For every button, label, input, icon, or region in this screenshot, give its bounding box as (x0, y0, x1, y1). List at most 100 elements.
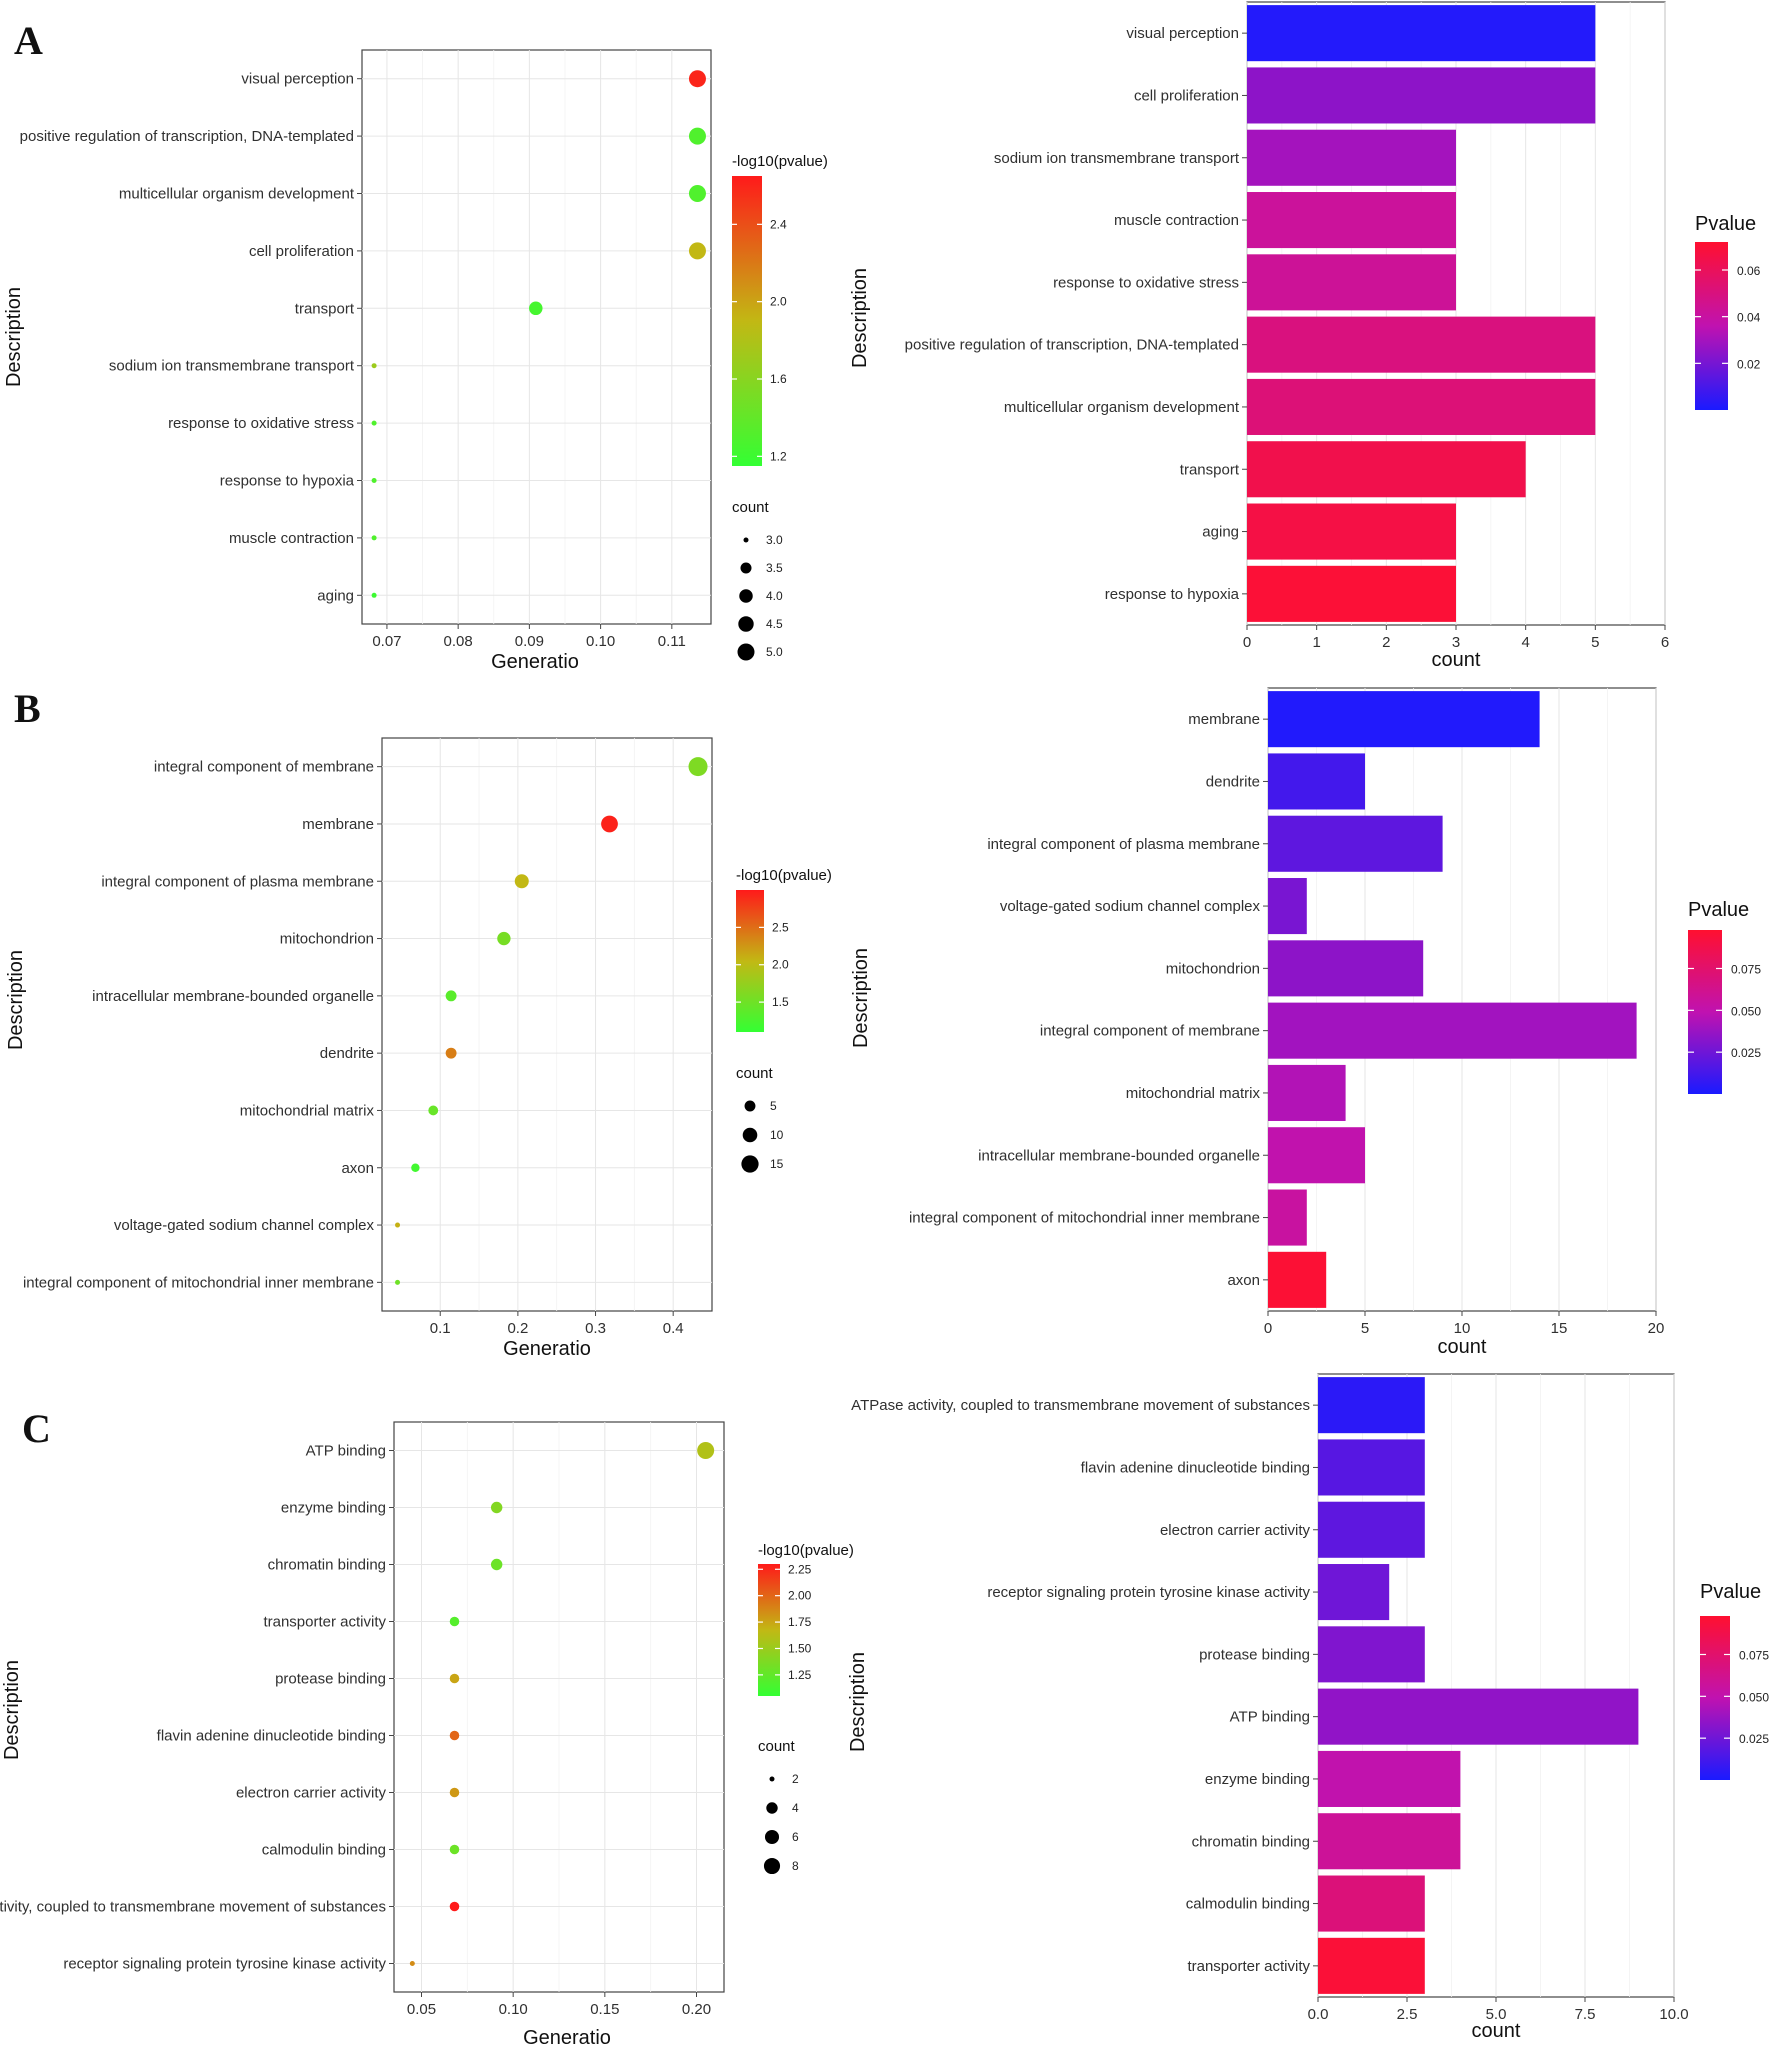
bar-chart-c: 0.0 2.5 5.0 7.5 10.0 ATPase activity, coupled… (847, 1373, 1769, 2042)
data-point (449, 1730, 460, 1741)
color-bar (1695, 242, 1728, 410)
color-legend-title: -log10(pvalue) (758, 1542, 854, 1559)
category-label: muscle contraction (229, 530, 354, 547)
color-tick-label: 2.00 (788, 1589, 812, 1603)
bar (1318, 1501, 1425, 1558)
size-legend-title: count (732, 499, 770, 516)
data-point (688, 757, 708, 777)
color-tick-label: 0.025 (1739, 1732, 1769, 1746)
category-label: positive regulation of transcription, DN… (905, 337, 1239, 354)
category-label: membrane (302, 816, 374, 833)
data-point (409, 1961, 415, 1966)
bar (1268, 1002, 1637, 1059)
x-tick-label: 0.08 (444, 633, 473, 650)
category-label: chromatin binding (1192, 1833, 1310, 1850)
bar (1318, 1439, 1425, 1496)
category-label: axon (341, 1160, 374, 1177)
size-key-dot (763, 1857, 781, 1875)
bar (1268, 1251, 1327, 1308)
category-label: integral component of mitochondrial inne… (909, 1210, 1260, 1227)
color-tick-label: 0.050 (1739, 1690, 1769, 1704)
data-point (449, 1787, 460, 1798)
bar (1318, 1688, 1639, 1745)
bar (1268, 1127, 1365, 1184)
x-tick-label: 0.0 (1308, 2006, 1329, 2023)
category-label: enzyme binding (281, 1500, 386, 1517)
data-point (697, 1442, 715, 1459)
category-label: ATP binding (306, 1443, 386, 1460)
category-label: integral component of membrane (1040, 1023, 1260, 1040)
x-tick-label: 0 (1243, 634, 1251, 651)
size-key-label: 10 (770, 1128, 784, 1142)
category-label: voltage-gated sodium channel complex (114, 1217, 375, 1234)
data-point (449, 1844, 460, 1855)
size-key-label: 4 (792, 1801, 799, 1815)
y-axis-title: Description (1, 1660, 23, 1760)
bar (1268, 691, 1540, 748)
x-tick-label: 0.2 (507, 1320, 528, 1337)
color-tick-label: 2.0 (770, 295, 787, 309)
size-key-label: 4.0 (766, 589, 783, 603)
x-axis-title: Generatio (503, 1338, 591, 1360)
category-label: sodium ion transmembrane transport (994, 150, 1240, 167)
category-label: electron carrier activity (1160, 1522, 1311, 1539)
category-label: protease binding (1199, 1646, 1310, 1663)
x-tick-label: 0.09 (515, 633, 544, 650)
color-tick-label: 1.75 (788, 1615, 812, 1629)
category-label: receptor signaling protein tyrosine kina… (63, 1956, 386, 1973)
category-label: response to hypoxia (1105, 586, 1240, 603)
data-point (445, 990, 457, 1002)
data-point (688, 242, 706, 260)
bar (1268, 1064, 1346, 1121)
category-label: integral component of plasma membrane (101, 873, 374, 890)
category-label: sodium ion transmembrane transport (109, 358, 355, 375)
category-label: intracellular membrane-bounded organelle (978, 1147, 1260, 1164)
dot-plot-c: 0.05 0.10 0.15 0.20 ATP binding enzyme bindin… (0, 1421, 854, 2048)
category-label: voltage-gated sodium channel complex (1000, 898, 1261, 915)
bar (1318, 1750, 1461, 1807)
bar (1268, 753, 1365, 810)
color-tick-label: 2.4 (770, 217, 787, 231)
category-label: intracellular membrane-bounded organelle (92, 988, 374, 1005)
data-point (428, 1105, 439, 1116)
color-bar (732, 176, 762, 466)
bar (1247, 192, 1456, 249)
category-label: mitochondrion (280, 931, 374, 948)
color-tick-label: 0.04 (1737, 311, 1761, 325)
x-tick-label: 0.05 (407, 2001, 436, 2018)
plot-frame (381, 737, 713, 1312)
x-tick-label: 3 (1452, 634, 1460, 651)
data-point (395, 1279, 401, 1285)
x-tick-label: 0.20 (682, 2001, 711, 2018)
category-label: ATPase activity, coupled to transmembran… (0, 1899, 386, 1916)
data-point (395, 1222, 401, 1228)
x-axis-title: count (1432, 649, 1481, 671)
size-key-label: 6 (792, 1830, 799, 1844)
panel-label-a: A (14, 18, 43, 63)
data-point (449, 1901, 460, 1912)
bar (1318, 1564, 1390, 1621)
legend: -log10(pvalue) 2.5 2.0 1.5 count 5 10 15 (736, 867, 832, 1173)
size-key-dot (743, 537, 749, 543)
category-label: aging (317, 587, 354, 604)
x-tick-label: 2 (1382, 634, 1390, 651)
x-tick-label: 2.5 (1397, 2006, 1418, 2023)
x-tick-label: 0.11 (658, 633, 686, 650)
category-label: transport (1180, 461, 1240, 478)
category-label: cell proliferation (249, 243, 354, 260)
color-tick-label: 2.5 (772, 920, 789, 934)
y-axis-title: Description (5, 950, 27, 1050)
x-axis-title: Generatio (523, 2027, 611, 2048)
color-tick-label: 1.25 (788, 1668, 812, 1682)
data-point (529, 301, 543, 316)
category-label: flavin adenine dinucleotide binding (1081, 1459, 1310, 1476)
bar (1318, 1937, 1425, 1994)
x-tick-label: 0.3 (585, 1320, 606, 1337)
category-label: muscle contraction (1114, 212, 1239, 229)
panel-label-b: B (14, 686, 41, 731)
color-bar (758, 1564, 780, 1696)
category-label: multicellular organism development (119, 186, 355, 203)
bar-chart-b: 0 5 10 15 20 membrane dendrite integral compone… (850, 687, 1761, 1358)
y-axis-title: Description (847, 1652, 869, 1752)
